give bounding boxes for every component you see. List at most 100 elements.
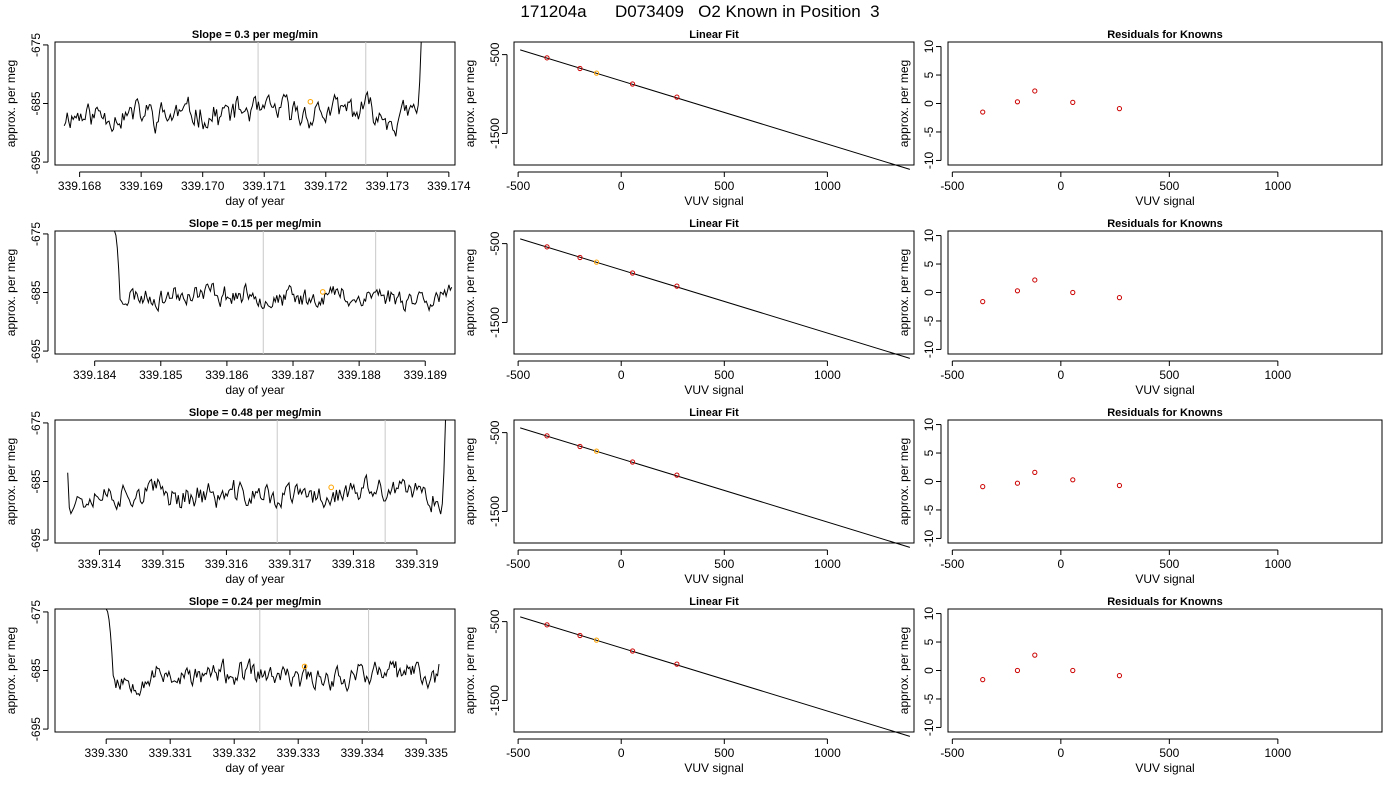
- y-tick-label: -685: [29, 658, 43, 682]
- x-tick-label: 500: [1159, 179, 1179, 193]
- y-tick-label: -10: [922, 340, 936, 358]
- x-tick-label: 339.174: [427, 179, 471, 193]
- plot-frame: [54, 41, 456, 166]
- plot-frame: [513, 41, 915, 166]
- fit-line: [520, 238, 911, 359]
- x-tick-label: -500: [506, 179, 530, 193]
- residual-point: [1032, 277, 1038, 283]
- known-point: [674, 472, 680, 478]
- x-tick-label: 500: [714, 557, 734, 571]
- y-axis-label: approx. per meg: [4, 438, 18, 525]
- timeseries-panel-row-2: 339.184 339.185 339.186 339.187 339.188 339.1…: [4, 218, 456, 397]
- highlighted-known-point: [593, 259, 600, 265]
- y-tick-label: -10: [922, 151, 936, 169]
- x-tick-label: 0: [618, 368, 625, 382]
- residual-point: [1032, 88, 1038, 94]
- x-axis-label: VUV signal: [684, 383, 743, 397]
- highlighted-known-point: [593, 637, 600, 643]
- x-tick-label: -500: [506, 368, 530, 382]
- x-tick-label: 0: [1057, 179, 1064, 193]
- y-tick-label: 10: [922, 229, 936, 243]
- x-tick-label: -500: [940, 368, 964, 382]
- known-point: [629, 648, 636, 654]
- residuals-panel-row-2: -500 0 500 1000 10 5 0 -5 -10 Residuals for Known…: [897, 218, 1383, 397]
- y-axis-label: approx. per meg: [4, 60, 18, 147]
- x-tick-label: 1000: [1264, 557, 1291, 571]
- residual-point: [1116, 673, 1123, 679]
- x-tick-label: 339.168: [58, 179, 102, 193]
- x-tick-label: 0: [1057, 368, 1064, 382]
- x-tick-label: 339.171: [243, 179, 287, 193]
- x-tick-label: -500: [506, 746, 530, 760]
- x-tick-label: 339.169: [119, 179, 163, 193]
- timeseries-panel-row-3: 339.314 339.315 339.316 339.317 339.318 339.3…: [4, 407, 456, 586]
- x-tick-label: 339.317: [268, 557, 312, 571]
- y-tick-label: -685: [29, 91, 43, 115]
- y-tick-label: -675: [29, 222, 43, 246]
- y-tick-label: 5: [922, 71, 936, 78]
- panel-title: Slope = 0.3 per meg/min: [192, 29, 319, 41]
- residuals-panel-row-4: -500 0 500 1000 10 5 0 -5 -10 Residuals for Known…: [897, 596, 1383, 775]
- x-tick-label: 1000: [814, 746, 841, 760]
- y-tick-label: 0: [922, 667, 936, 674]
- y-tick-label: 0: [922, 478, 936, 485]
- panel-title: Linear Fit: [689, 218, 739, 230]
- known-point: [577, 65, 583, 72]
- x-tick-label: 339.333: [277, 746, 321, 760]
- y-tick-label: -695: [29, 339, 43, 363]
- panel-title: Residuals for Knowns: [1107, 596, 1223, 608]
- y-axis-label: approx. per meg: [897, 627, 911, 714]
- x-tick-label: 500: [1159, 368, 1179, 382]
- plot-frame: [513, 419, 915, 544]
- known-point: [544, 244, 550, 250]
- panel-title: Slope = 0.24 per meg/min: [189, 596, 322, 608]
- x-tick-label: -500: [506, 557, 530, 571]
- y-tick-label: -695: [29, 528, 43, 552]
- y-tick-label: -1500: [488, 118, 502, 149]
- residual-point: [980, 299, 986, 305]
- residual-point: [1116, 106, 1123, 112]
- linear-fit-panel-row-1: -500 0 500 1000 -500 -1500 Linear Fit VUV signa…: [463, 29, 915, 208]
- known-point: [629, 81, 636, 87]
- x-axis-label: day of year: [225, 761, 284, 775]
- residuals-panel-row-1: -500 0 500 1000 10 5 0 -5 -10 Residuals for Known…: [897, 29, 1383, 208]
- y-tick-label: -5: [922, 126, 936, 137]
- x-tick-label: 339.319: [395, 557, 439, 571]
- y-tick-label: 0: [922, 100, 936, 107]
- known-point: [629, 270, 636, 276]
- plot-frame: [947, 230, 1383, 355]
- selected-point-marker: [319, 289, 326, 295]
- residual-point: [1070, 289, 1076, 296]
- plot-frame: [947, 608, 1383, 733]
- y-tick-label: -500: [488, 420, 502, 444]
- known-point: [544, 433, 550, 439]
- highlighted-known-point: [593, 70, 600, 76]
- timeseries-panel-row-4: 339.330 339.331 339.332 339.333 339.334 339.3…: [4, 596, 456, 775]
- x-tick-label: 339.186: [205, 368, 249, 382]
- y-tick-label: -695: [29, 717, 43, 741]
- y-axis-label: approx. per meg: [4, 249, 18, 336]
- y-tick-label: -10: [922, 529, 936, 547]
- x-tick-label: 500: [1159, 746, 1179, 760]
- plot-frame: [54, 230, 456, 355]
- known-point: [577, 254, 583, 261]
- plot-frame: [947, 419, 1383, 544]
- x-tick-label: 339.315: [141, 557, 185, 571]
- plot-frame: [54, 608, 456, 733]
- x-axis-label: VUV signal: [684, 194, 743, 208]
- signal-trace: [67, 420, 446, 516]
- x-tick-label: 339.184: [73, 368, 117, 382]
- x-tick-label: 339.314: [78, 557, 122, 571]
- plot-frame: [513, 608, 915, 733]
- x-axis-label: day of year: [225, 572, 284, 586]
- x-tick-label: 0: [1057, 557, 1064, 571]
- y-tick-label: 10: [922, 418, 936, 432]
- x-tick-label: 339.318: [332, 557, 376, 571]
- x-tick-label: 339.189: [404, 368, 448, 382]
- x-axis-label: day of year: [225, 194, 284, 208]
- y-tick-label: -5: [922, 315, 936, 326]
- x-tick-label: 339.331: [149, 746, 193, 760]
- x-tick-label: -500: [940, 179, 964, 193]
- fit-line: [520, 49, 911, 170]
